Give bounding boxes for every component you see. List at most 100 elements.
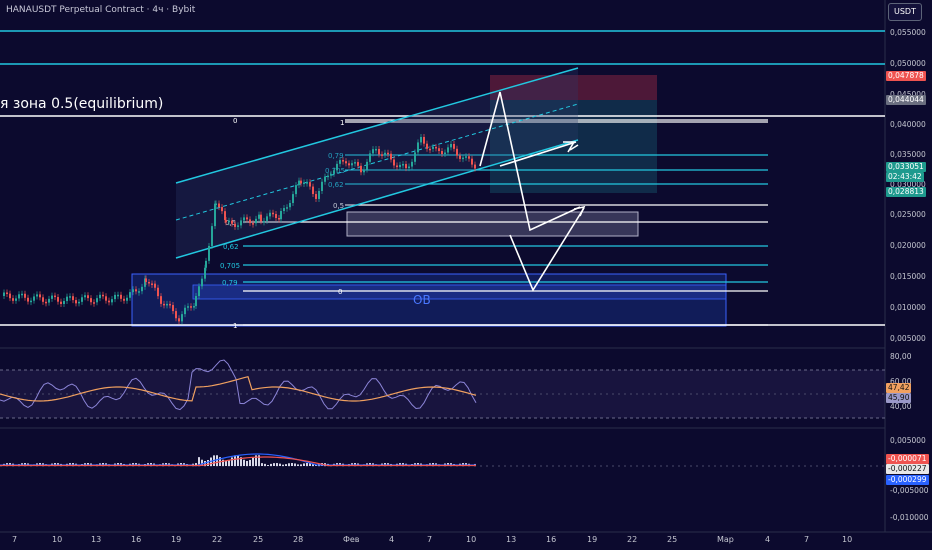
projection-path-lower bbox=[509, 207, 585, 292]
time-axis-label: 22 bbox=[627, 535, 638, 544]
candle bbox=[60, 301, 62, 304]
time-axis-label: 7 bbox=[804, 535, 810, 544]
candle bbox=[30, 300, 32, 303]
candle bbox=[33, 296, 35, 301]
candle bbox=[390, 153, 392, 160]
candle bbox=[471, 158, 473, 165]
candle bbox=[9, 293, 11, 299]
macd-hist-bar bbox=[234, 455, 236, 466]
candle bbox=[303, 182, 305, 185]
macd-hist-bar bbox=[282, 464, 284, 466]
candle bbox=[258, 214, 260, 219]
candle bbox=[45, 301, 47, 304]
macd-signal-line bbox=[0, 456, 476, 467]
candle bbox=[289, 202, 291, 208]
price-tag-green: 0,028813 bbox=[886, 187, 926, 197]
price-tag-grey: 0,044044 bbox=[886, 95, 926, 105]
candle bbox=[66, 296, 68, 302]
fib-level-label: 0 bbox=[233, 117, 237, 125]
candle bbox=[218, 203, 220, 208]
candle bbox=[181, 314, 183, 322]
candle bbox=[286, 207, 288, 209]
candle bbox=[417, 142, 419, 153]
macd-hist-bar bbox=[195, 463, 197, 466]
candle bbox=[384, 152, 386, 155]
candle bbox=[465, 156, 467, 158]
candle bbox=[237, 225, 239, 227]
candle bbox=[339, 160, 341, 164]
candle bbox=[255, 218, 257, 224]
candle bbox=[208, 245, 210, 261]
macd-tag-red: -0,000071 bbox=[886, 454, 929, 464]
candle bbox=[195, 296, 197, 307]
candle bbox=[145, 278, 147, 282]
candle bbox=[369, 153, 371, 162]
time-axis-label: 7 bbox=[427, 535, 433, 544]
rsi-line bbox=[0, 359, 477, 411]
candle bbox=[111, 299, 113, 303]
price-axis-label: 0,030000 bbox=[890, 180, 926, 189]
macd-hist-bar bbox=[309, 463, 311, 466]
zone-label: я зона 0.5(equilibrium) bbox=[0, 96, 164, 112]
rsi-band bbox=[0, 370, 885, 418]
candle bbox=[96, 298, 98, 303]
ob-inner-zone bbox=[192, 284, 727, 300]
candle bbox=[315, 194, 317, 199]
candle bbox=[249, 219, 251, 224]
candle bbox=[372, 149, 374, 154]
candle bbox=[280, 211, 282, 220]
macd-hist-bar bbox=[270, 463, 272, 466]
time-axis-label: 4 bbox=[389, 535, 395, 544]
symbol-title: HANAUSDT Perpetual Contract · 4ч · Bybit bbox=[6, 5, 196, 15]
macd-tag-white: -0,000227 bbox=[886, 464, 929, 474]
currency-button[interactable]: USDT bbox=[888, 3, 922, 21]
candle bbox=[298, 180, 300, 186]
candle bbox=[345, 161, 347, 164]
candle bbox=[342, 160, 344, 162]
candle bbox=[138, 291, 140, 293]
macd-hist-bar bbox=[273, 463, 275, 466]
candle bbox=[198, 286, 200, 297]
candle bbox=[39, 294, 41, 298]
candle bbox=[324, 176, 326, 182]
macd-hist-bar bbox=[201, 459, 203, 466]
candle bbox=[246, 217, 248, 220]
candle bbox=[278, 217, 280, 220]
candle bbox=[178, 318, 180, 322]
price-axis-label: 0,050000 bbox=[890, 59, 926, 68]
candle bbox=[456, 148, 458, 156]
candle bbox=[240, 220, 242, 226]
time-axis-label: 7 bbox=[12, 535, 18, 544]
candle bbox=[18, 294, 20, 299]
candle bbox=[190, 306, 192, 308]
candle bbox=[231, 220, 233, 224]
candle bbox=[63, 301, 65, 304]
candle bbox=[351, 163, 353, 166]
candle bbox=[102, 294, 104, 297]
candle bbox=[93, 302, 95, 304]
candle bbox=[204, 267, 206, 279]
candle bbox=[215, 203, 217, 206]
macd-hist-bar bbox=[276, 463, 278, 466]
candle bbox=[3, 292, 5, 296]
candle bbox=[405, 164, 407, 169]
macd-hist-bar bbox=[288, 463, 290, 466]
fib-level-label: 0,62 bbox=[223, 243, 239, 251]
rsi-axis-label: 80,00 bbox=[890, 352, 912, 361]
time-axis-label: 25 bbox=[667, 535, 678, 544]
channel-lower bbox=[175, 139, 579, 259]
candle bbox=[360, 165, 362, 173]
candle bbox=[81, 297, 83, 302]
candle bbox=[450, 144, 452, 148]
macd-hist-bar bbox=[255, 455, 257, 466]
candle bbox=[228, 220, 230, 223]
price-axis-label: 0,040000 bbox=[890, 120, 926, 129]
macd-hist-bar bbox=[216, 455, 218, 466]
candle bbox=[72, 296, 74, 301]
candle bbox=[169, 303, 171, 306]
candle bbox=[435, 146, 437, 149]
fib-level-label: 0,79 bbox=[222, 279, 238, 287]
candle bbox=[175, 311, 177, 319]
